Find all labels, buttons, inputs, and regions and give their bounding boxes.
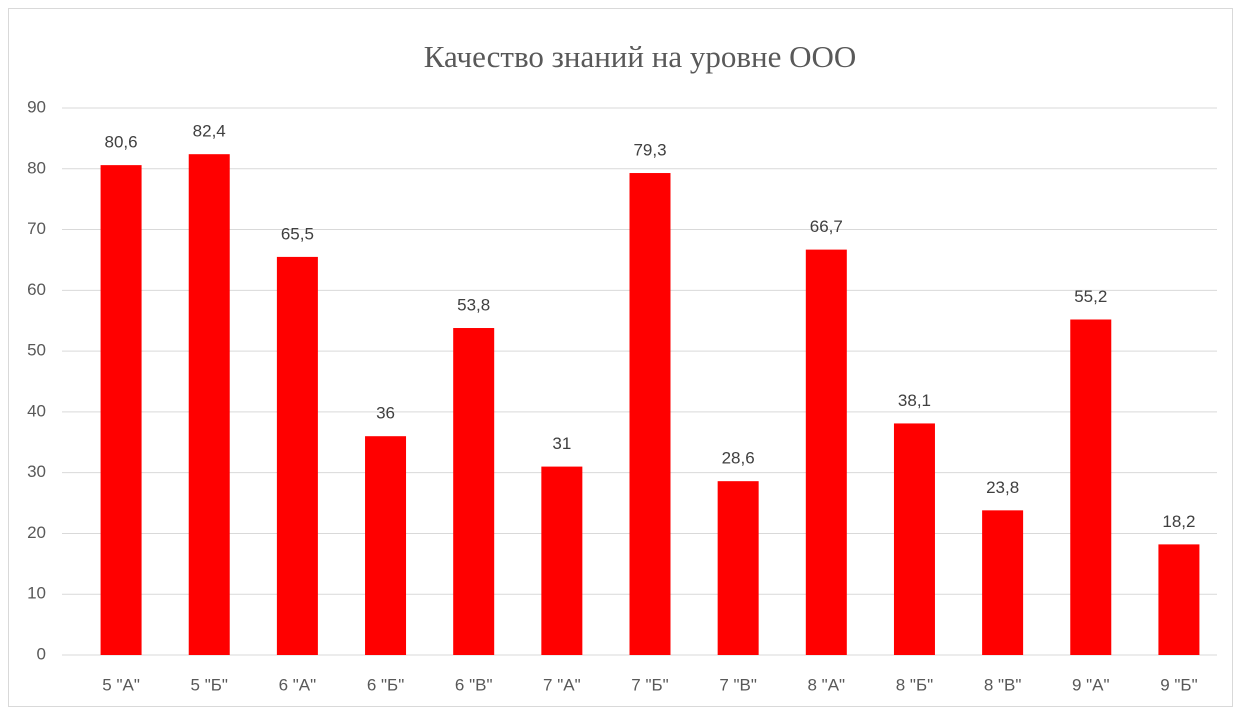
- data-label: 18,2: [1162, 512, 1195, 531]
- bar: [1158, 544, 1200, 655]
- x-tick-label: 9 "Б": [1160, 675, 1197, 694]
- x-tick-label: 7 "А": [543, 675, 581, 694]
- bar: [100, 165, 142, 655]
- y-tick-label: 20: [27, 523, 46, 542]
- x-tick-label: 8 "Б": [896, 675, 933, 694]
- data-label: 28,6: [722, 449, 755, 468]
- y-tick-label: 70: [27, 219, 46, 238]
- x-tick-label: 8 "В": [984, 675, 1022, 694]
- x-tick-label: 6 "Б": [367, 675, 404, 694]
- data-label: 79,3: [633, 141, 666, 160]
- y-tick-label: 80: [27, 158, 46, 177]
- bar: [629, 173, 671, 655]
- bar: [1070, 319, 1112, 655]
- data-label: 80,6: [105, 133, 138, 152]
- y-tick-label: 60: [27, 280, 46, 299]
- data-label: 36: [376, 404, 395, 423]
- bar: [276, 256, 318, 655]
- x-tick-label: 6 "А": [279, 675, 317, 694]
- y-tick-label: 50: [27, 341, 46, 360]
- chart-title: Качество знаний на уровне ООО: [424, 39, 857, 74]
- bar: [893, 423, 935, 655]
- x-tick-label: 5 "Б": [191, 675, 228, 694]
- data-label: 53,8: [457, 295, 490, 314]
- data-label: 82,4: [193, 122, 226, 141]
- y-tick-label: 40: [27, 401, 46, 420]
- data-label: 38,1: [898, 391, 931, 410]
- data-label: 55,2: [1074, 287, 1107, 306]
- bar: [188, 154, 230, 656]
- data-label: 65,5: [281, 224, 314, 243]
- data-label: 23,8: [986, 478, 1019, 497]
- x-tick-label: 9 "А": [1072, 675, 1110, 694]
- bar: [805, 249, 847, 655]
- bar: [541, 466, 583, 655]
- bar: [717, 481, 759, 655]
- x-tick-label: 8 "А": [808, 675, 846, 694]
- x-tick-label: 7 "В": [719, 675, 757, 694]
- bar: [365, 436, 407, 655]
- bar: [982, 510, 1024, 655]
- y-tick-label: 30: [27, 462, 46, 481]
- x-tick-label: 6 "В": [455, 675, 493, 694]
- data-label: 31: [552, 434, 571, 453]
- x-tick-label: 5 "А": [102, 675, 140, 694]
- y-tick-label: 10: [27, 584, 46, 603]
- bar: [453, 328, 495, 655]
- data-label: 66,7: [810, 217, 843, 236]
- y-tick-label: 0: [37, 644, 46, 663]
- x-tick-label: 7 "Б": [631, 675, 668, 694]
- y-tick-label: 90: [27, 97, 46, 116]
